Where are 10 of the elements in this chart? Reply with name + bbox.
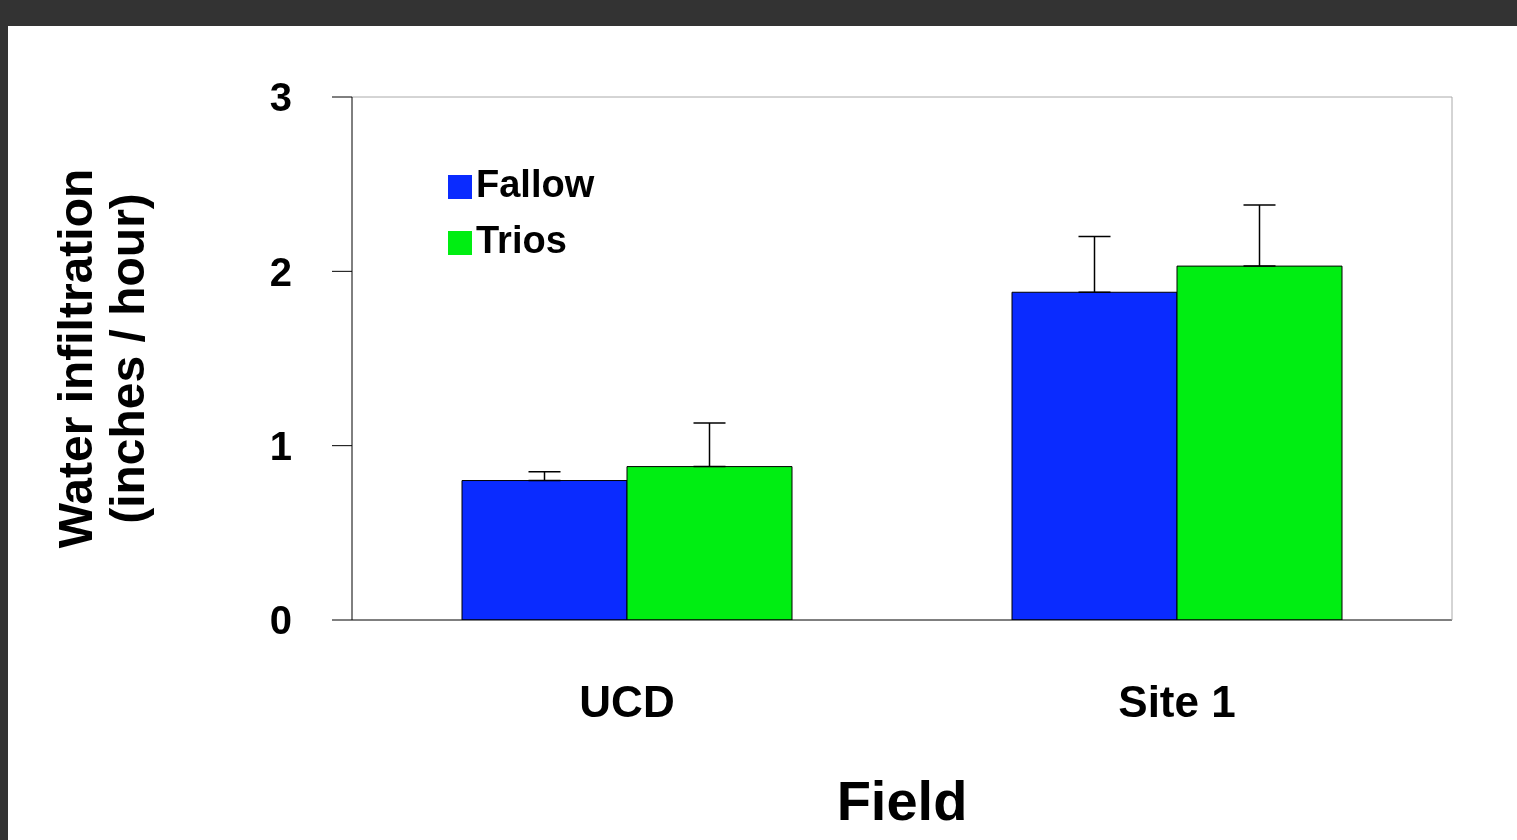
legend-label: Fallow — [476, 163, 595, 205]
x-tick-label: UCD — [579, 677, 675, 727]
y-axis-title: Water infiltration (inches / hour) — [49, 168, 154, 549]
x-tick-label: Site 1 — [1118, 677, 1236, 727]
y-tick-label: 1 — [269, 423, 292, 468]
legend-label: Trios — [476, 219, 567, 261]
y-tick-label: 0 — [269, 598, 292, 643]
y-tick-label: 3 — [269, 75, 292, 120]
y-tick-label: 2 — [269, 249, 292, 294]
x-axis-title: Field — [836, 769, 968, 832]
